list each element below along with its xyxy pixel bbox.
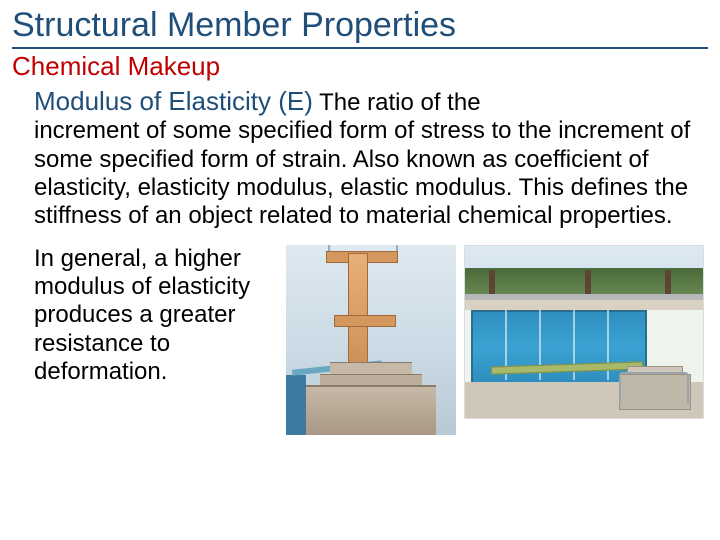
definition-body: increment of some specified form of stre… bbox=[34, 117, 702, 230]
pool-springboard-image bbox=[464, 245, 704, 419]
definition-lead: The ratio of the bbox=[313, 89, 481, 116]
body-region: Modulus of Elasticity (E) The ratio of t… bbox=[12, 86, 708, 435]
diving-tower-image bbox=[286, 245, 456, 435]
platform-icon bbox=[334, 315, 396, 327]
tree-trunk-icon bbox=[489, 270, 495, 296]
lower-row: In general, a higher modulus of elastici… bbox=[34, 245, 702, 435]
railing-icon bbox=[619, 372, 689, 404]
tree-trunk-icon bbox=[585, 270, 591, 296]
slide-title: Structural Member Properties bbox=[12, 6, 708, 49]
slide: Structural Member Properties Chemical Ma… bbox=[0, 0, 720, 540]
term-heading: Modulus of Elasticity (E) bbox=[34, 86, 313, 116]
definition-paragraph: Modulus of Elasticity (E) The ratio of t… bbox=[34, 86, 702, 231]
railing-icon bbox=[328, 245, 398, 251]
slide-subtitle: Chemical Makeup bbox=[12, 51, 708, 82]
water-icon bbox=[286, 375, 306, 435]
base-icon bbox=[306, 385, 436, 435]
tree-trunk-icon bbox=[665, 270, 671, 296]
image-row bbox=[286, 245, 704, 435]
pool-deck-icon bbox=[465, 300, 703, 310]
paragraph-2: In general, a higher modulus of elastici… bbox=[34, 245, 274, 387]
